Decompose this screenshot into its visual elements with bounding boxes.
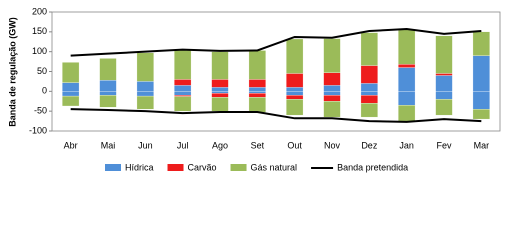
bar-segment [62,95,80,107]
bar-segment [248,50,266,80]
bar-segment [99,80,117,92]
bar-segment [323,38,341,73]
bar-segment [211,91,229,94]
bar-segment [248,93,266,98]
y-tick-label: -50 [34,106,47,116]
bar-segment [435,35,453,74]
bar-segment [286,87,304,92]
legend-swatch [167,164,184,171]
chart: Banda de regulação (GW) -100 -50 0 50 100 150… [7,6,501,172]
bar-segment [136,91,154,97]
y-tick-label: 50 [37,66,47,76]
x-tick-label: Abr [64,140,78,150]
bar-segment [62,82,80,92]
bar-segment [323,95,341,102]
bar-segment [323,72,341,86]
legend-label: Carvão [188,162,217,172]
bar-segment [62,91,80,97]
bar-segment [248,87,266,92]
bar-segment [472,55,490,92]
bar-segment [360,103,378,118]
bar-segment [398,64,416,68]
x-tick-label: Set [251,140,265,150]
x-tick-label: Jul [177,140,189,150]
bar-segment [360,65,378,84]
bar-segment [211,93,229,98]
bar-segment [174,95,192,97]
bar-segment [472,109,490,120]
band-line [70,28,482,57]
bar-segment [174,49,192,80]
bar-segment [286,91,304,96]
x-tick-label: Nov [324,140,341,150]
legend-label: Banda pretendida [337,162,408,172]
bar-segment [99,58,117,81]
bar-segment [323,91,341,96]
y-tick-label: 150 [32,26,47,36]
x-tick-label: Out [287,140,302,150]
bar-segment [360,91,378,96]
bar-segment [248,97,266,113]
bar-segment [472,91,490,110]
bar-segment [211,51,229,80]
y-axis-label: Banda de regulação (GW) [7,17,17,127]
bar-segment [435,75,453,92]
y-tick-label: 100 [32,46,47,56]
legend-label: Hídrica [125,162,154,172]
plot-frame [51,11,501,132]
x-tick-label: Ago [212,140,228,150]
bar-segment [62,62,80,83]
bar-segment [286,73,304,88]
bar-segment [435,99,453,116]
bar-segment [472,31,490,56]
legend-swatch [230,164,247,171]
bar-segment [174,91,192,96]
bar-segment [435,91,453,100]
bar-segment [435,73,453,76]
bar-segment [248,91,266,94]
x-tick-label: Jan [399,140,414,150]
bar-segment [136,81,154,92]
y-tick-label: -100 [29,125,47,135]
bar-segment [360,95,378,104]
bar-segment [398,91,416,106]
bar-segment [323,85,341,92]
bar-segment [174,79,192,86]
legend-label: Gás natural [251,162,298,172]
y-tick-label: 0 [42,86,47,96]
x-tick-label: Jun [138,140,153,150]
bar-segment [136,95,154,110]
bar-segment [211,79,229,88]
legend-swatch [105,164,121,171]
bar-segment [99,95,117,108]
bar-segment [174,85,192,92]
bar-segment [323,101,341,118]
bar-segment [286,99,304,116]
bar-segment [398,29,416,65]
bar-segment [174,96,192,112]
bar-segment [286,95,304,100]
bar-segment [99,91,117,96]
x-tick-label: Dez [361,140,378,150]
bar-segment [398,67,416,92]
bar-segment [211,87,229,92]
band-line [70,108,482,123]
bar-segment [136,52,154,82]
bar-segment [360,83,378,92]
bar-segment [360,32,378,66]
x-tick-label: Fev [436,140,452,150]
bar-segment [211,97,229,112]
y-tick-label: 200 [32,6,47,16]
x-tick-label: Mar [474,140,490,150]
x-tick-label: Mai [101,140,116,150]
bar-segment [286,38,304,74]
bar-segment [248,79,266,88]
bar-segment [398,105,416,122]
